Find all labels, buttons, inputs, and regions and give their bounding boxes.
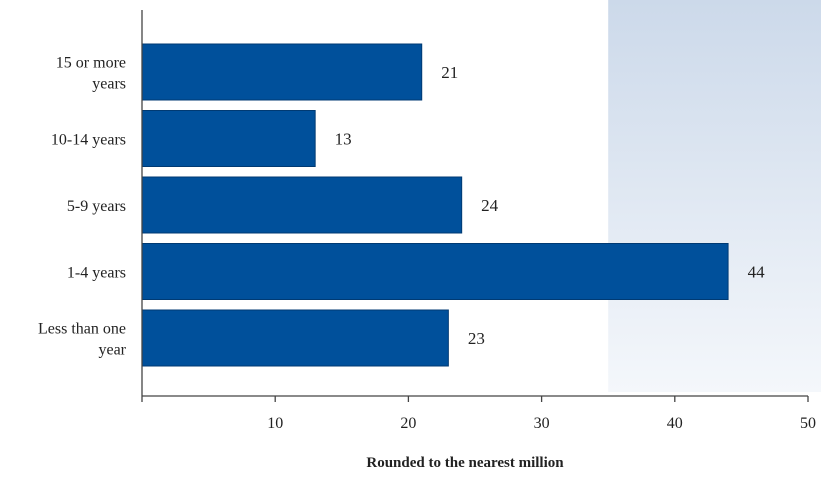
bar xyxy=(141,43,423,101)
shaded-background-region xyxy=(608,0,821,392)
bar xyxy=(141,309,449,367)
bar xyxy=(141,110,316,167)
x-tick-label: 30 xyxy=(534,415,550,432)
axes xyxy=(141,10,809,402)
x-axis-title: Rounded to the nearest million xyxy=(366,455,564,471)
x-tick-label: 50 xyxy=(800,415,816,432)
category-label: 10-14 years xyxy=(51,132,126,149)
value-label: 13 xyxy=(335,130,352,149)
category-label: years xyxy=(92,76,126,93)
x-tick-label: 20 xyxy=(400,415,416,432)
bar xyxy=(141,176,463,234)
category-label: 15 or more xyxy=(56,55,126,72)
x-tick-label: 10 xyxy=(267,415,283,432)
category-label: 1-4 years xyxy=(67,265,126,282)
category-label: 5-9 years xyxy=(67,198,126,215)
value-label: 21 xyxy=(441,63,458,82)
category-label: year xyxy=(98,342,126,359)
bars xyxy=(141,43,729,367)
bar xyxy=(141,243,729,300)
x-tick-label: 40 xyxy=(667,415,683,432)
value-label: 23 xyxy=(468,329,485,348)
value-label: 24 xyxy=(481,196,499,215)
labels: 21 15 or more years 13 10-14 years 24 5-9 year… xyxy=(38,55,816,433)
category-label: Less than one xyxy=(38,321,126,338)
value-label: 44 xyxy=(748,263,766,282)
